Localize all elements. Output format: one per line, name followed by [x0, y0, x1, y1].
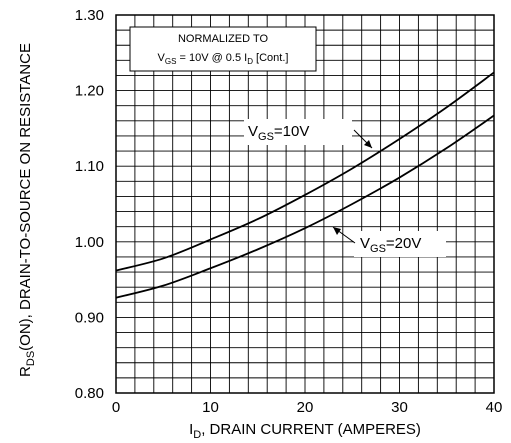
arrowhead-vgs20 [333, 227, 341, 235]
series-line-vgs20 [115, 114, 495, 299]
normalization-note: NORMALIZED TO VGS = 10V @ 0.5 ID [Cont.] [129, 26, 317, 72]
x-tick-label: 0 [112, 399, 120, 416]
series-line-vgs10 [115, 71, 495, 272]
x-tick-label: 10 [202, 399, 219, 416]
note-line-2: VGS = 10V @ 0.5 ID [Cont.] [158, 52, 289, 66]
x-tick-label: 30 [391, 399, 408, 416]
svg-text:VGS=10V: VGS=10V [248, 123, 309, 143]
grid [116, 15, 494, 393]
x-tick-labels: 0 10 20 30 40 [112, 399, 503, 416]
x-tick-label: 20 [297, 399, 314, 416]
series-label-vgs20: VGS=20V [332, 226, 446, 257]
y-tick-label: 0.90 [75, 309, 104, 326]
note-box [129, 26, 317, 72]
x-axis-title: ID, DRAIN CURRENT (AMPERES) [189, 421, 421, 441]
series-curves [115, 71, 495, 299]
note-line-1: NORMALIZED TO [178, 33, 268, 45]
y-tick-label: 1.30 [75, 7, 104, 24]
y-tick-label: 0.80 [75, 385, 104, 402]
y-tick-label: 1.20 [75, 83, 104, 100]
y-tick-label: 1.10 [75, 158, 104, 175]
svg-text:VGS=20V: VGS=20V [360, 235, 421, 255]
y-tick-labels: 0.80 0.90 1.00 1.10 1.20 1.30 [75, 7, 104, 402]
y-axis-title: RDS(ON), DRAIN-TO-SOURCE ON RESISTANCE [17, 43, 37, 377]
x-tick-label: 40 [486, 399, 503, 416]
arrowhead-vgs10 [364, 140, 372, 148]
plot-frame [115, 14, 495, 394]
y-tick-label: 1.00 [75, 234, 104, 251]
series-label-vgs10: VGS=10V [244, 119, 373, 149]
